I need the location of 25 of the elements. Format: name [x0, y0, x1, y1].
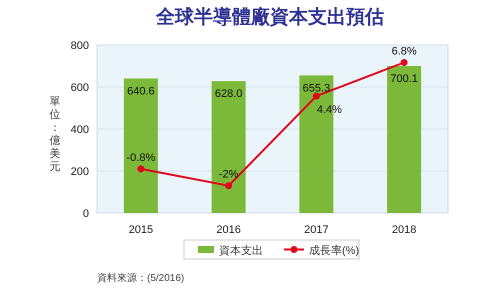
y-tick-label: 400 [70, 124, 89, 136]
point [225, 182, 232, 190]
y-tick-label: 800 [70, 40, 89, 52]
data-label: 640.6 [127, 85, 155, 98]
point [400, 59, 408, 66]
point [312, 92, 320, 100]
chart-title: 全球半導體廠資本支出預估 [155, 6, 384, 28]
data-label: 628.0 [214, 88, 242, 100]
data-label: -0.8% [126, 152, 156, 164]
point [137, 165, 144, 172]
source-note: 資料來源：(5/2016) [97, 272, 184, 284]
x-tick-label: 2017 [304, 224, 329, 236]
x-tick-label: 2015 [128, 224, 154, 236]
data-label: 655.3 [302, 82, 330, 94]
data-label: 6.8% [392, 46, 417, 58]
data-label: -2% [218, 168, 239, 181]
x-tick-label: 2016 [216, 224, 241, 236]
y-tick-label: 600 [70, 82, 89, 94]
x-tick-label: 2018 [392, 224, 416, 236]
data-label: 700.1 [390, 72, 418, 85]
legend-label: 成長率(%) [309, 244, 360, 257]
y-tick-label: 0 [82, 208, 89, 220]
y-tick-label: 200 [70, 166, 89, 178]
y-axis-title: 單位：億美元 [50, 96, 60, 173]
legend-label: 資本支出 [219, 244, 263, 257]
